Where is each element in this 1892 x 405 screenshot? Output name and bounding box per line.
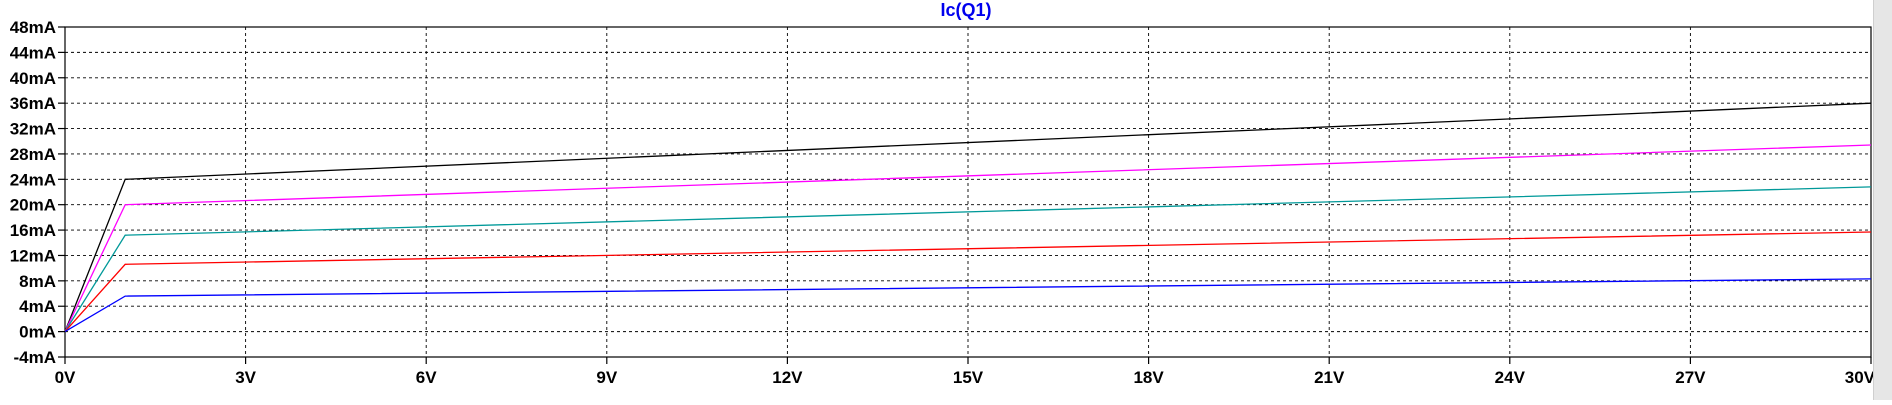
y-tick-label: 12mA — [10, 246, 56, 265]
x-tick-label: 30V — [1845, 368, 1874, 387]
x-tick-label: 24V — [1495, 368, 1526, 387]
y-tick-label: 24mA — [10, 170, 56, 189]
x-tick-label: 21V — [1314, 368, 1345, 387]
series-line-1[interactable] — [64, 102, 1872, 332]
scrollbar[interactable] — [1873, 0, 1892, 400]
y-tick-label: 20mA — [10, 196, 56, 215]
y-tick-label: 0mA — [19, 323, 56, 342]
chart-title[interactable]: Ic(Q1) — [940, 0, 991, 20]
series-line-3[interactable] — [64, 186, 1872, 332]
y-tick-label: -4mA — [13, 348, 56, 367]
x-tick-label: 3V — [235, 368, 256, 387]
series-lines — [64, 102, 1872, 333]
x-tick-label: 15V — [953, 368, 984, 387]
x-tick-label: 27V — [1675, 368, 1706, 387]
y-axis-ticks: -4mA 0mA 4mA 8mA 12mA 16mA 20mA 24mA 28mA 32mA 36m… — [10, 18, 65, 367]
y-tick-label: 44mA — [10, 43, 56, 62]
y-tick-label: 36mA — [10, 94, 56, 113]
y-tick-label: 28mA — [10, 145, 56, 164]
y-tick-label: 48mA — [10, 18, 56, 37]
x-axis-ticks: 0V 3V 6V 9V 12V 15V 18V 21V 24V 27V 30V — [55, 357, 1876, 387]
x-tick-label: 18V — [1133, 368, 1164, 387]
grid-lines — [65, 27, 1871, 357]
ic-q1-chart[interactable]: Ic(Q1) -4mA 0mA 4mA 8mA 12mA 16mA 20mA 24mA 28mA… — [0, 0, 1876, 400]
x-tick-label: 9V — [596, 368, 617, 387]
y-tick-label: 8mA — [19, 272, 56, 291]
x-tick-label: 12V — [772, 368, 803, 387]
y-tick-label: 4mA — [19, 297, 56, 316]
y-tick-label: 40mA — [10, 69, 56, 88]
y-tick-label: 16mA — [10, 221, 56, 240]
x-tick-label: 6V — [416, 368, 437, 387]
series-line-5[interactable] — [64, 278, 1872, 333]
series-line-2[interactable] — [64, 144, 1872, 332]
x-tick-label: 0V — [55, 368, 76, 387]
series-line-4[interactable] — [64, 231, 1872, 333]
y-tick-label: 32mA — [10, 120, 56, 139]
